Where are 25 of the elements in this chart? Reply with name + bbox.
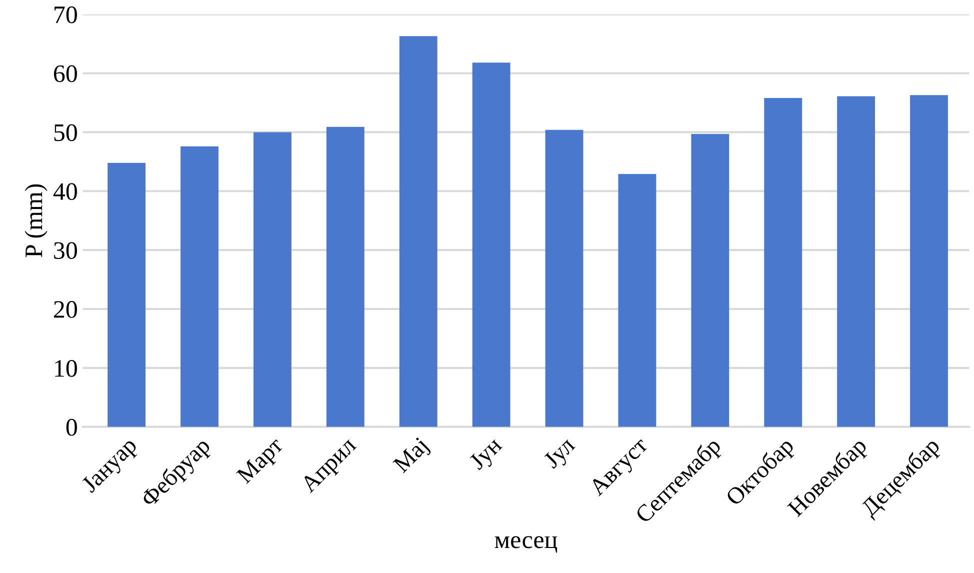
- bar: [618, 174, 656, 427]
- y-tick-label: 10: [55, 360, 77, 377]
- bar: [764, 98, 802, 427]
- y-tick-label: 30: [54, 242, 77, 259]
- bar: [180, 146, 218, 427]
- y-tick-label: 60: [54, 65, 77, 82]
- y-tick-label: 50: [54, 124, 77, 142]
- bar: [108, 162, 146, 427]
- bar: [399, 36, 438, 427]
- y-tick-label: 70: [54, 6, 77, 24]
- x-tick-label: Мај: [392, 437, 432, 477]
- y-tick-label: 20: [54, 301, 77, 318]
- x-tick-label: Јул: [542, 436, 580, 472]
- bar: [837, 96, 876, 427]
- y-axis-title: P (mm): [24, 184, 48, 258]
- bar: [691, 134, 730, 427]
- bar: [910, 95, 948, 427]
- bar: [545, 130, 584, 427]
- y-tick-label: 40: [53, 183, 77, 200]
- bar: [472, 62, 510, 427]
- x-tick-label: Јун: [468, 436, 506, 474]
- bar: [326, 126, 364, 427]
- y-tick-label: 0: [66, 418, 77, 436]
- x-axis-title: месец: [494, 536, 558, 553]
- bar: [253, 132, 292, 427]
